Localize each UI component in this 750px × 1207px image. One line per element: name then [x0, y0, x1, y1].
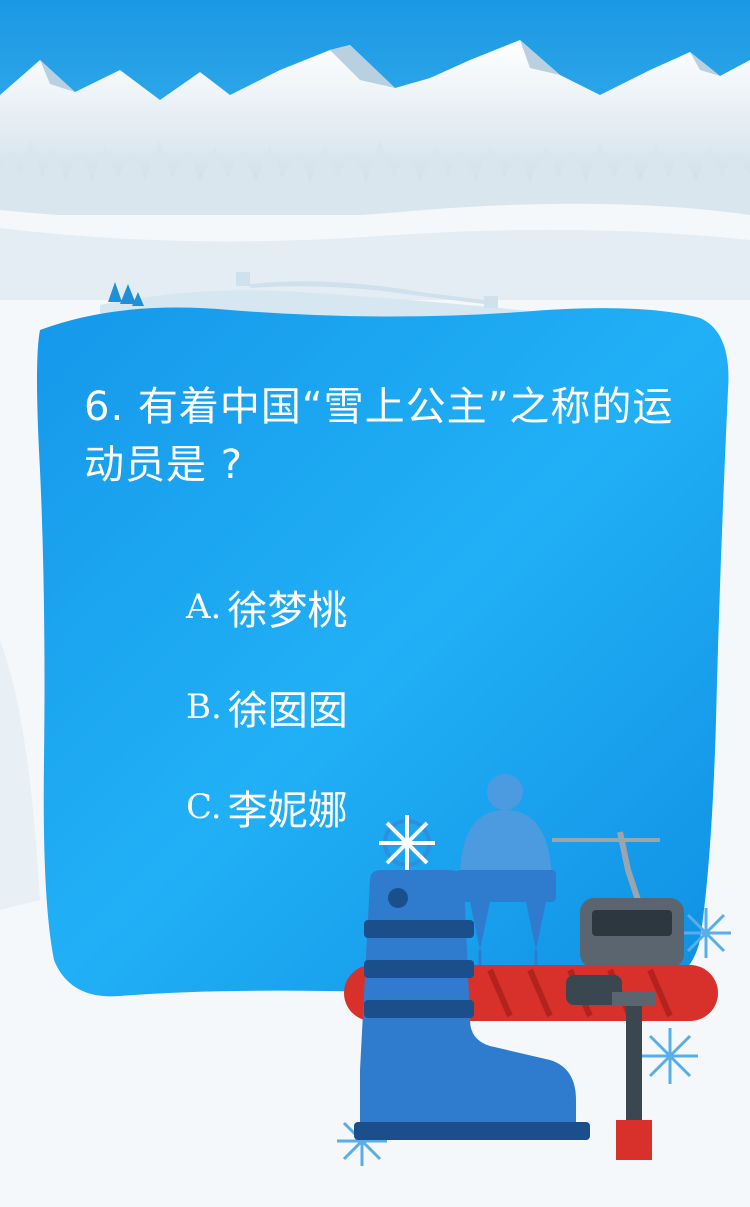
beanie-hat-icon: [456, 774, 556, 970]
option-letter: A.: [186, 587, 222, 627]
option-label: 李妮娜: [227, 788, 348, 834]
question-card: [37, 307, 729, 997]
option-letter: C.: [186, 787, 222, 827]
snowflake-icon: [681, 908, 731, 958]
option-a[interactable]: A. 徐梦桃: [186, 580, 606, 634]
ski-equipment-illustration: [337, 774, 731, 1166]
option-label: 徐梦桃: [227, 588, 348, 634]
snowflake-icon: [379, 815, 435, 871]
ski-lift-pole-icon: [612, 992, 656, 1160]
pine-trees-icon: [108, 282, 144, 306]
snowflake-icon: [642, 1028, 698, 1084]
ski-boot-icon: [354, 870, 590, 1140]
option-c[interactable]: C. 李妮娜: [186, 780, 606, 834]
cable-car-icon: [552, 831, 684, 968]
snowflake-icon: [337, 1116, 387, 1166]
option-b[interactable]: B. 徐囡囡: [186, 680, 606, 734]
pine-trees-icon: [0, 140, 750, 215]
option-label: 徐囡囡: [227, 688, 348, 734]
question-text: 6. 有着中国“雪上公主”之称的运动员是 ?: [84, 384, 674, 488]
great-wall-icon: [236, 272, 498, 308]
answer-options: A. 徐梦桃 B. 徐囡囡 C. 李妮娜: [186, 580, 606, 880]
option-letter: B.: [186, 687, 222, 727]
